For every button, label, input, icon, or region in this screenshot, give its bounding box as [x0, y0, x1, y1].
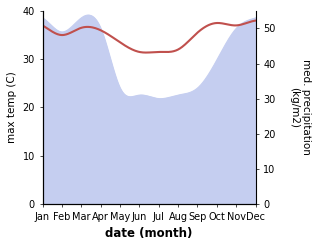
Y-axis label: max temp (C): max temp (C)	[7, 72, 17, 143]
Y-axis label: med. precipitation
(kg/m2): med. precipitation (kg/m2)	[289, 60, 311, 155]
X-axis label: date (month): date (month)	[105, 227, 193, 240]
